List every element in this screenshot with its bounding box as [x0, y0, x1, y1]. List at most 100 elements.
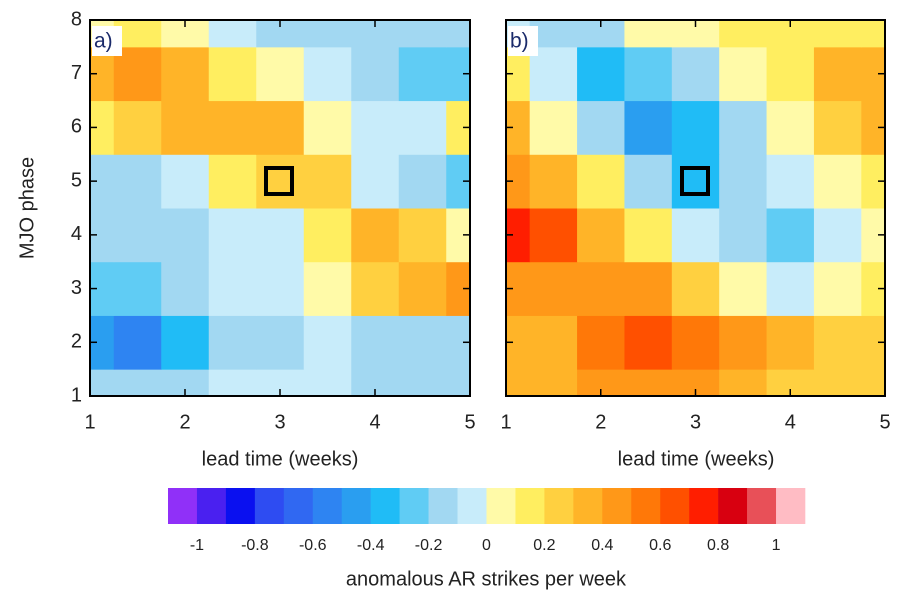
cell: [861, 100, 885, 155]
cell: [398, 20, 447, 48]
cell: [256, 46, 305, 102]
colorbar-tick-label: -0.8: [241, 537, 269, 554]
x-tick-label: 3: [274, 411, 285, 433]
cell: [303, 154, 352, 209]
cell: [446, 46, 470, 102]
cell: [624, 20, 673, 48]
cell: [719, 20, 768, 48]
x-tick-label: 4: [369, 411, 380, 433]
cell: [719, 46, 768, 102]
x-tick-label: 2: [179, 411, 190, 433]
cell: [208, 208, 257, 263]
colorbar-box: [370, 488, 400, 524]
cell: [577, 261, 625, 316]
cell: [398, 261, 447, 316]
cell: [161, 315, 210, 370]
cell: [624, 315, 673, 370]
colorbar-tick-label: -1: [190, 537, 204, 554]
x-tick-label: 2: [595, 411, 606, 433]
y-tick-label: 4: [71, 223, 82, 245]
cell: [351, 46, 400, 102]
cell: [113, 315, 162, 370]
cell: [256, 261, 305, 316]
cell: [671, 315, 720, 370]
cell: [766, 208, 815, 263]
cell: [446, 208, 470, 263]
cell: [671, 154, 720, 209]
cell: [398, 154, 447, 209]
x-tick-label: 1: [500, 411, 511, 433]
colorbar-tick-label: 0: [482, 537, 491, 554]
cell: [529, 261, 578, 316]
cell: [208, 369, 257, 396]
x-tick-label: 5: [464, 411, 475, 433]
colorbar-box: [168, 488, 198, 524]
colorbar-box: [689, 488, 719, 524]
colorbar-box: [254, 488, 285, 524]
x-tick-label: 3: [690, 411, 701, 433]
cell: [813, 261, 862, 316]
cell: [256, 100, 305, 155]
cell: [671, 100, 720, 155]
cell: [766, 315, 815, 370]
colorbar-box: [341, 488, 371, 524]
cell: [256, 315, 305, 370]
cell: [446, 261, 470, 316]
cell: [113, 261, 162, 316]
cell: [577, 46, 625, 102]
cell: [861, 20, 885, 48]
y-axis-label: MJO phase: [16, 157, 38, 259]
cell: [256, 208, 305, 263]
colorbar-box: [544, 488, 574, 524]
cell: [303, 208, 352, 263]
cell: [256, 154, 305, 209]
colorbar-tick-label: 0.2: [533, 537, 555, 554]
cell: [208, 315, 257, 370]
cell: [624, 154, 673, 209]
cell: [398, 315, 447, 370]
cell: [208, 100, 257, 155]
x-tick-label: 5: [879, 411, 890, 433]
cell: [113, 154, 162, 209]
colorbar-box: [718, 488, 748, 524]
cell: [208, 46, 257, 102]
cell: [813, 46, 862, 102]
colorbar-tick-label: 0.4: [591, 537, 613, 554]
cell: [113, 208, 162, 263]
cell: [861, 154, 885, 209]
cell: [813, 315, 862, 370]
cell: [529, 315, 578, 370]
cell: [506, 369, 531, 396]
cell: [577, 154, 625, 209]
cell: [161, 208, 210, 263]
cell: [303, 369, 352, 396]
cell: [624, 208, 673, 263]
panel-b-field: [506, 20, 885, 396]
cell: [398, 208, 447, 263]
cell: [303, 20, 352, 48]
cell: [208, 261, 257, 316]
x-axis-label: lead time (weeks): [202, 448, 359, 470]
cell: [577, 100, 625, 155]
cell: [208, 20, 257, 48]
cell: [303, 261, 352, 316]
cell: [719, 261, 768, 316]
cell: [813, 208, 862, 263]
cell: [303, 46, 352, 102]
cell: [351, 208, 400, 263]
colorbar-box: [747, 488, 777, 524]
cell: [446, 154, 470, 209]
cell: [161, 100, 210, 155]
cell: [351, 315, 400, 370]
cell: [351, 261, 400, 316]
cell: [813, 154, 862, 209]
cell: [529, 369, 578, 396]
cell: [398, 46, 447, 102]
cell: [90, 369, 115, 396]
cell: [208, 154, 257, 209]
colorbar-tick-label: -0.2: [415, 537, 443, 554]
cell: [351, 154, 400, 209]
colorbar-box: [225, 488, 256, 524]
cell: [624, 100, 673, 155]
